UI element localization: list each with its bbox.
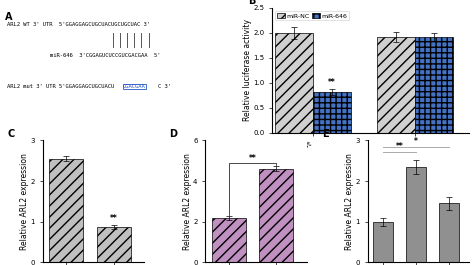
Bar bbox=[377, 37, 415, 132]
Text: B: B bbox=[248, 0, 256, 6]
Text: C: C bbox=[7, 129, 14, 139]
Bar bbox=[259, 169, 293, 262]
Text: ARL2 WT 3' UTR  5'GGAGGAGCUGCUACUGCUGCUAC 3': ARL2 WT 3' UTR 5'GGAGGAGCUGCUACUGCUGCUAC… bbox=[7, 22, 150, 27]
Text: **: ** bbox=[396, 142, 403, 151]
Bar bbox=[406, 167, 426, 262]
Legend: miR-NC, miR-646: miR-NC, miR-646 bbox=[275, 11, 349, 20]
Text: C 3': C 3' bbox=[158, 84, 171, 89]
Text: **: ** bbox=[249, 154, 256, 163]
Bar bbox=[415, 37, 453, 132]
Text: **: ** bbox=[110, 214, 118, 223]
Bar bbox=[313, 92, 351, 132]
Y-axis label: Relative luciferase activity: Relative luciferase activity bbox=[243, 19, 252, 121]
Text: CGACGAA: CGACGAA bbox=[123, 84, 146, 89]
Y-axis label: Relative ARL2 expression: Relative ARL2 expression bbox=[182, 153, 191, 250]
Text: ARL2 mut 3' UTR 5'GGAGGAGCUGCUACU: ARL2 mut 3' UTR 5'GGAGGAGCUGCUACU bbox=[7, 84, 114, 89]
Text: D: D bbox=[170, 129, 178, 139]
Y-axis label: Relative ARL2 expression: Relative ARL2 expression bbox=[20, 153, 29, 250]
Text: E: E bbox=[322, 129, 328, 139]
Bar bbox=[212, 218, 246, 262]
Bar bbox=[275, 33, 313, 132]
Bar bbox=[97, 227, 131, 262]
Text: A: A bbox=[5, 12, 12, 22]
Bar bbox=[373, 222, 393, 262]
Bar bbox=[439, 204, 459, 262]
Text: *: * bbox=[414, 137, 418, 146]
Text: miR-646  3'CGGAGUCUCCGUCGACGAA  5': miR-646 3'CGGAGUCUCCGUCGACGAA 5' bbox=[50, 53, 161, 58]
Y-axis label: Relative ARL2 expression: Relative ARL2 expression bbox=[345, 153, 354, 250]
Bar bbox=[49, 159, 83, 262]
Text: **: ** bbox=[328, 78, 336, 87]
